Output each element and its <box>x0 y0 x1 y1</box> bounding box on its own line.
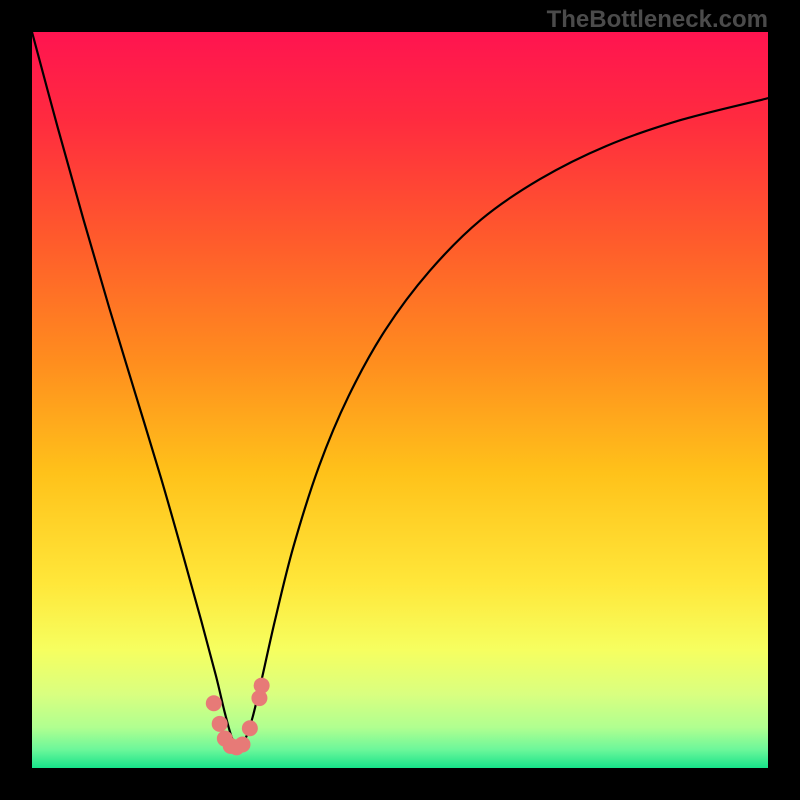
trough-marker <box>212 716 228 732</box>
plot-area <box>32 32 768 768</box>
trough-marker <box>242 720 258 736</box>
trough-marker <box>254 678 270 694</box>
bottleneck-curve <box>32 32 768 746</box>
curve-layer <box>32 32 768 768</box>
trough-markers-group <box>206 678 270 756</box>
trough-marker <box>234 736 250 752</box>
trough-marker <box>206 695 222 711</box>
watermark-text: TheBottleneck.com <box>547 6 768 34</box>
